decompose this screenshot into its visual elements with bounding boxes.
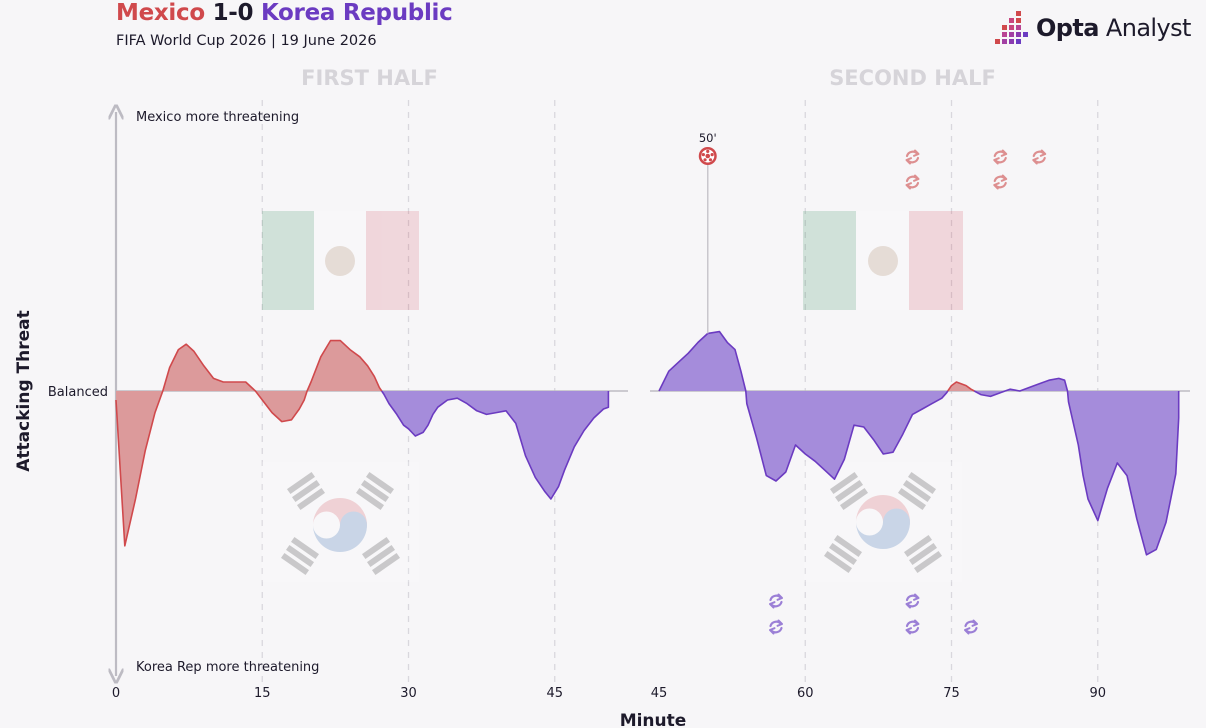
x-tick-label: 15 — [254, 686, 271, 701]
sub-arrowhead-top — [913, 593, 920, 601]
substitution-icon — [993, 174, 1008, 190]
korea-threat-line — [973, 390, 1006, 398]
panel-label-1: SECOND HALF — [829, 66, 996, 90]
baseline-label: Balanced — [48, 385, 108, 400]
sub-arrowhead-top — [913, 149, 920, 157]
korea-threat-area — [381, 391, 609, 499]
mexico-flag-first-half — [262, 211, 419, 310]
x-tick-label: 90 — [1089, 686, 1106, 701]
substitution-icon — [905, 593, 920, 609]
home-team-name: Mexico — [116, 0, 205, 26]
sub-arrowhead-top — [913, 174, 920, 182]
sub-arrowhead-top — [1000, 149, 1008, 157]
x-tick-label: 75 — [943, 686, 960, 701]
sub-arrowhead-bottom — [905, 157, 912, 165]
sub-arrowhead-bottom — [905, 601, 912, 609]
sub-arrowhead-top — [1000, 174, 1008, 182]
goal-ball-panel — [708, 158, 713, 162]
goal-ball-panel — [703, 158, 707, 162]
opta-bars-logo-icon — [995, 11, 1028, 44]
sub-arrowhead-top — [776, 619, 783, 627]
sub-arrowhead-bottom — [905, 182, 912, 190]
korea-flag-second-half — [804, 462, 962, 582]
goal-minute-label: 50' — [699, 131, 717, 145]
match-title: Mexico 1-0 Korea Republic — [116, 0, 453, 26]
goal-ball-panel — [705, 153, 711, 159]
sub-arrowhead-top — [913, 619, 920, 627]
bottom-label: Korea Rep more threatening — [136, 660, 319, 675]
x-tick-label: 45 — [546, 686, 563, 701]
korea-threat-line — [381, 390, 610, 500]
goal-ball-panel — [701, 153, 705, 157]
korea-threat-area — [1005, 378, 1179, 555]
sub-arrowhead-top — [1039, 149, 1047, 157]
sub-arrowhead-top — [776, 593, 783, 601]
sub-arrowhead-bottom — [993, 157, 1000, 165]
mexico-threat-area — [116, 340, 382, 546]
mexico-threat-line — [115, 339, 383, 547]
sub-arrowhead-bottom — [964, 627, 971, 635]
korea-flag-first-half — [262, 462, 419, 582]
x-axis-title: Minute — [620, 711, 687, 728]
away-team-name: Korea Republic — [260, 0, 453, 26]
football-icon — [698, 147, 717, 165]
substitution-icon — [964, 619, 978, 635]
substitution-icon — [905, 149, 920, 165]
x-tick-label: 60 — [797, 686, 814, 701]
mexico-flag-second-half — [803, 211, 963, 310]
x-tick-label: 45 — [651, 686, 668, 701]
korea-threat-area — [659, 331, 948, 481]
goal-ball-panel — [706, 149, 710, 153]
opta-analyst-logo: Opta Analyst — [994, 8, 1191, 48]
y-axis-title: Attacking Threat — [14, 310, 34, 472]
sub-arrowhead-bottom — [993, 182, 1000, 190]
panel-label-0: FIRST HALF — [301, 66, 438, 90]
goal-ball-panel — [710, 153, 714, 157]
korea-threat-line — [658, 330, 949, 482]
sub-arrowhead-top — [971, 619, 978, 627]
mexico-threat-line — [947, 381, 975, 392]
data-layer: 50' — [115, 131, 1190, 635]
substitution-icon — [769, 619, 783, 635]
substitution-icon — [1032, 149, 1047, 165]
x-tick-label: 0 — [112, 686, 120, 701]
substitution-icon — [769, 593, 783, 609]
x-tick-label: 30 — [400, 686, 417, 701]
korea-threat-line — [1004, 377, 1180, 556]
substitution-icon — [905, 619, 920, 635]
substitution-icon — [905, 174, 920, 190]
sub-arrowhead-bottom — [905, 627, 912, 635]
sub-arrowhead-bottom — [769, 627, 776, 635]
match-score: 1-0 — [212, 0, 254, 26]
sub-arrowhead-bottom — [769, 601, 776, 609]
sub-arrowhead-bottom — [1032, 157, 1039, 165]
substitution-icon — [993, 149, 1008, 165]
top-label: Mexico more threatening — [136, 110, 299, 125]
brand-name: Opta Analyst — [1036, 14, 1191, 42]
match-subtitle: FIFA World Cup 2026 | 19 June 2026 — [116, 33, 377, 49]
korea-threat-area — [974, 391, 1006, 397]
